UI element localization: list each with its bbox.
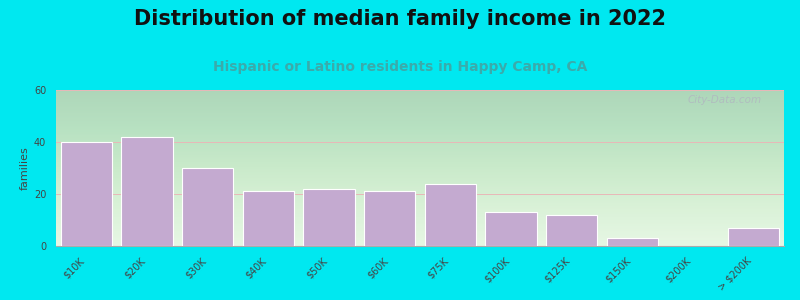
Text: Hispanic or Latino residents in Happy Camp, CA: Hispanic or Latino residents in Happy Ca… bbox=[213, 60, 587, 74]
Bar bbox=[606, 238, 658, 246]
Bar bbox=[122, 137, 173, 246]
Text: City-Data.com: City-Data.com bbox=[688, 95, 762, 105]
Bar bbox=[182, 168, 234, 246]
Y-axis label: families: families bbox=[20, 146, 30, 190]
Text: Distribution of median family income in 2022: Distribution of median family income in … bbox=[134, 9, 666, 29]
Bar bbox=[728, 228, 779, 246]
Bar bbox=[425, 184, 476, 246]
Bar bbox=[546, 215, 598, 246]
Bar bbox=[486, 212, 537, 246]
Bar bbox=[61, 142, 112, 246]
Bar bbox=[364, 191, 415, 246]
Bar bbox=[303, 189, 354, 246]
Bar bbox=[242, 191, 294, 246]
